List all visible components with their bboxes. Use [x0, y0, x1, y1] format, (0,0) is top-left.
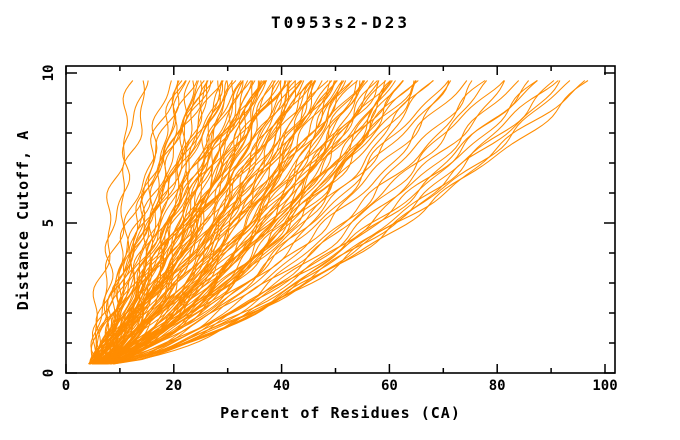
model-curve	[96, 80, 237, 365]
x-tick-label: 80	[488, 378, 506, 394]
model-curve	[105, 80, 555, 365]
model-curves	[88, 80, 589, 365]
model-curve	[104, 80, 301, 365]
model-curve	[90, 80, 198, 365]
model-curve	[101, 80, 419, 365]
model-curve	[98, 80, 275, 365]
model-curve	[99, 80, 336, 365]
model-curve	[97, 80, 256, 365]
model-curve	[102, 80, 520, 365]
x-tick-label: 0	[61, 378, 71, 394]
x-tick-label: 60	[380, 378, 398, 394]
model-curve	[94, 80, 473, 365]
model-curve	[91, 80, 172, 365]
model-curve	[91, 80, 180, 365]
x-tick-label: 20	[165, 378, 183, 394]
y-tick-label: 5	[41, 218, 57, 228]
model-curve	[91, 80, 261, 365]
y-tick-label: 0	[41, 368, 57, 378]
x-tick-label: 40	[273, 378, 291, 394]
model-curve	[101, 80, 450, 365]
model-curve	[102, 80, 338, 365]
model-curve	[92, 80, 380, 365]
model-curve	[97, 80, 212, 365]
model-curve	[96, 80, 450, 365]
model-curve	[104, 80, 266, 365]
model-curve	[89, 80, 280, 365]
model-curve	[113, 80, 589, 365]
model-curve	[95, 80, 297, 365]
chart-title: T0953s2-D23	[271, 13, 410, 32]
model-curve	[94, 80, 452, 365]
model-curve	[88, 80, 415, 365]
model-curve	[95, 80, 361, 365]
model-curve	[97, 80, 380, 365]
model-curve	[104, 80, 434, 365]
x-axis-title: Percent of Residues (CA)	[220, 404, 461, 422]
model-curve	[96, 80, 312, 365]
model-curve	[96, 80, 316, 365]
model-curve	[103, 80, 488, 365]
model-curve	[102, 80, 538, 365]
model-curve	[93, 80, 305, 365]
model-curve	[93, 80, 187, 365]
model-curve	[101, 80, 359, 365]
model-curve	[94, 80, 203, 364]
model-curve	[97, 80, 265, 365]
model-curve	[91, 80, 365, 365]
model-curve	[97, 80, 343, 365]
model-curve	[96, 80, 263, 365]
model-curve	[107, 80, 486, 365]
axis-ticks	[65, 66, 615, 374]
model-curve	[98, 80, 323, 365]
model-curve	[103, 80, 538, 365]
y-tick-label: 10	[41, 64, 57, 82]
model-curve	[102, 80, 366, 365]
model-curve	[89, 80, 209, 365]
model-curve	[96, 80, 393, 365]
model-curve	[89, 80, 224, 365]
x-tick-label: 100	[592, 378, 618, 394]
model-curve	[96, 80, 287, 365]
model-curve	[93, 80, 393, 365]
plot-border	[65, 65, 616, 374]
model-curve	[92, 80, 221, 365]
model-curve	[100, 80, 187, 365]
